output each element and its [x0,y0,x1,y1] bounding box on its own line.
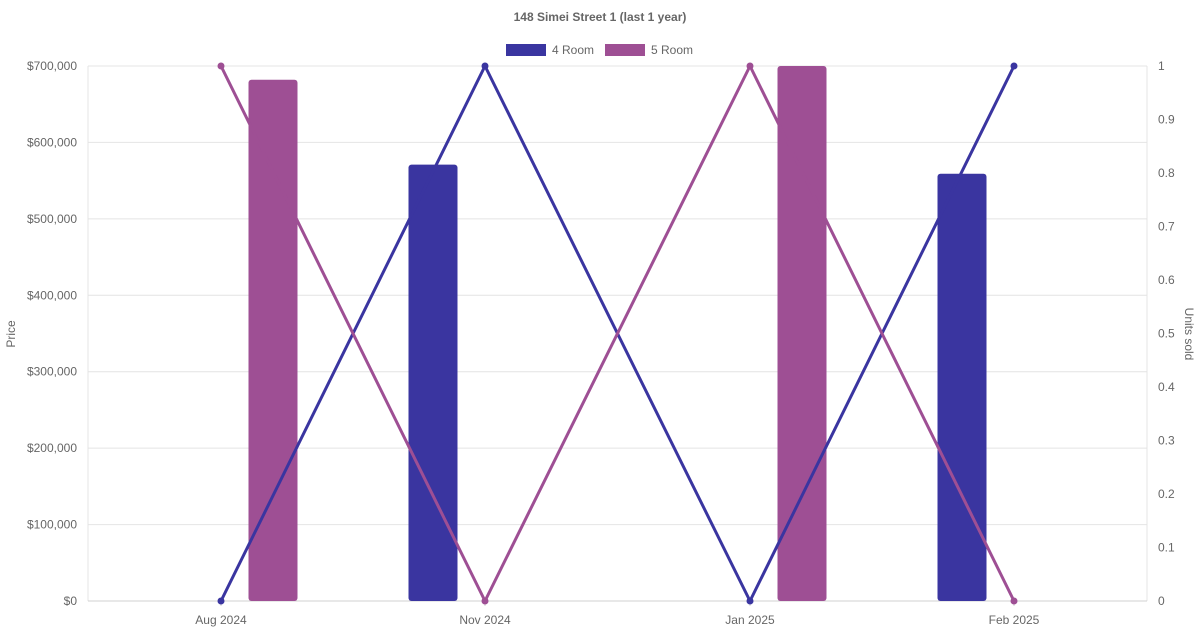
x-tick-label: Nov 2024 [459,613,511,627]
line-5-room [219,64,1016,603]
point-5-room[interactable] [217,62,225,70]
point-4-room[interactable] [746,597,754,605]
left-tick-label: $200,000 [27,441,77,455]
legend-item-5-room[interactable]: 5 Room [605,43,693,57]
point-4-room[interactable] [481,62,489,70]
right-tick-label: 0.1 [1158,541,1175,555]
right-tick-label: 0.3 [1158,434,1175,448]
right-tick-label: 0.6 [1158,273,1175,287]
left-tick-label: $700,000 [27,59,77,73]
point-5-room[interactable] [746,62,754,70]
point-5-room[interactable] [481,597,489,605]
right-axis-title: Units sold [1182,308,1196,361]
legend-swatch-5-room [605,44,645,56]
left-tick-label: $400,000 [27,288,77,302]
x-axis: Aug 2024 Nov 2024 Jan 2025 Feb 2025 [88,600,1147,627]
left-tick-label: $100,000 [27,518,77,532]
right-tick-label: 0.9 [1158,113,1175,127]
right-tick-label: 0.4 [1158,380,1175,394]
point-4-room[interactable] [217,597,225,605]
right-tick-label: 0 [1158,594,1165,608]
left-axis: $0 $100,000 $200,000 $300,000 $400,000 $500,0… [27,59,89,608]
left-tick-label: $0 [64,594,78,608]
left-tick-label: $600,000 [27,135,77,149]
legend-label-4-room: 4 Room [552,43,594,57]
right-tick-label: 0.8 [1158,166,1175,180]
bar-4-room[interactable] [937,173,987,601]
x-tick-label: Aug 2024 [195,613,247,627]
bar-5-room[interactable] [777,66,827,601]
x-tick-label: Feb 2025 [989,613,1040,627]
left-tick-label: $500,000 [27,212,77,226]
lines [217,62,1018,605]
right-tick-label: 1 [1158,59,1165,73]
bar-5-room[interactable] [248,79,298,601]
x-tick-label: Jan 2025 [725,613,775,627]
legend-swatch-4-room [506,44,546,56]
right-tick-label: 0.5 [1158,327,1175,341]
left-tick-label: $300,000 [27,365,77,379]
right-tick-label: 0.7 [1158,220,1175,234]
bars [248,66,987,602]
bar-4-room[interactable] [408,164,458,602]
chart-title: 148 Simei Street 1 (last 1 year) [514,10,687,24]
legend-label-5-room: 5 Room [651,43,693,57]
right-tick-label: 0.2 [1158,487,1175,501]
point-4-room[interactable] [1010,62,1018,70]
left-axis-title: Price [4,320,18,348]
point-5-room[interactable] [1010,597,1018,605]
right-axis: 0 0.1 0.2 0.3 0.4 0.5 0.6 0.7 0.8 0.9 1 [1146,59,1175,608]
legend-item-4-room[interactable]: 4 Room [506,43,594,57]
legend: 4 Room 5 Room [506,43,693,57]
